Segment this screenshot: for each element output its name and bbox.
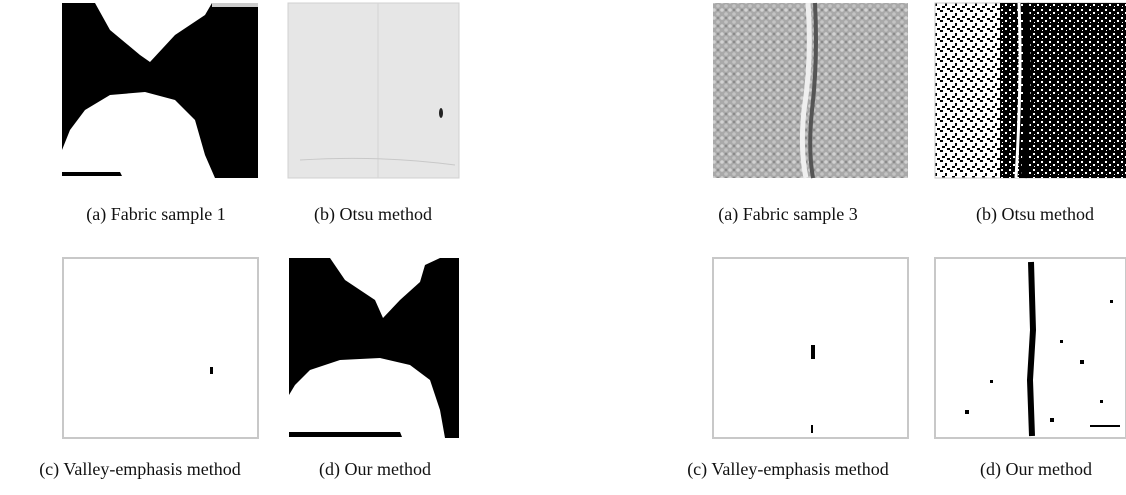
- image-b-right: [935, 3, 1126, 178]
- caption: (d) Our method: [319, 459, 431, 480]
- image-d-right: [935, 258, 1126, 438]
- caption: (a) Fabric sample 1: [86, 204, 225, 225]
- caption: (c) Valley-emphasis method: [687, 459, 889, 480]
- image-a-right: [713, 3, 908, 178]
- image-c-right: [713, 258, 908, 438]
- caption: (a) Fabric sample 3: [718, 204, 857, 225]
- caption: (c) Valley-emphasis method: [39, 459, 241, 480]
- figure-page: (a) Fabric sample 1 (b) Otsu method (c) …: [0, 0, 1126, 495]
- image-d-left: [289, 258, 459, 438]
- caption: (b) Otsu method: [976, 204, 1094, 225]
- caption: (d) Our method: [980, 459, 1092, 480]
- image-c-left: [63, 258, 258, 438]
- image-b-left: [288, 3, 459, 178]
- caption: (b) Otsu method: [314, 204, 432, 225]
- image-a-left: [62, 3, 258, 178]
